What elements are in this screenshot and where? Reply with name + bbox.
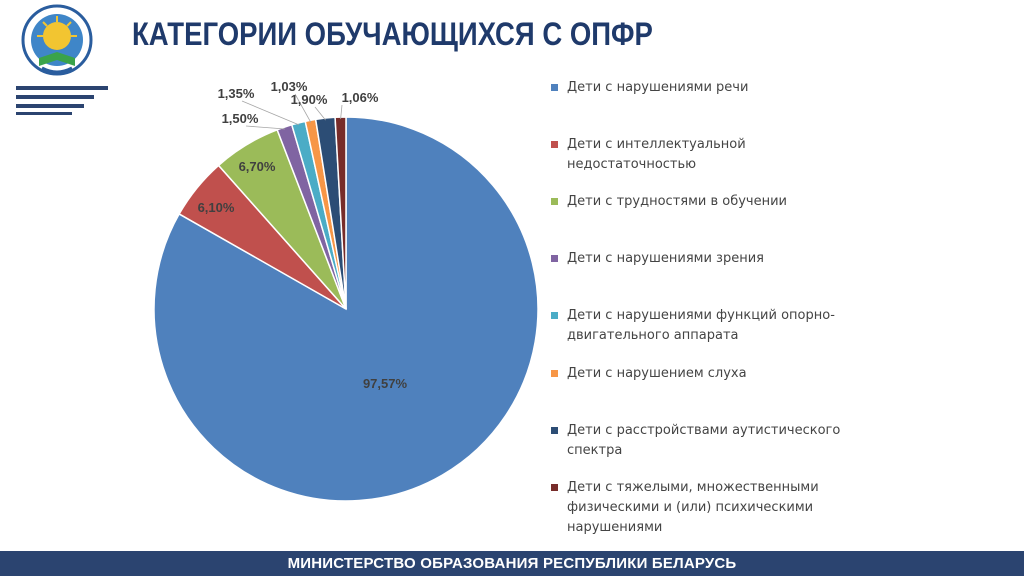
legend-label: Дети с нарушениями речи	[567, 80, 749, 95]
slice-data-label: 97,57%	[363, 376, 408, 391]
legend-item: Дети с нарушением слуха	[551, 364, 851, 384]
leader-line	[294, 93, 312, 123]
legend-label: Дети с тяжелыми, множественными физическ…	[567, 480, 819, 535]
slice-data-label: 1,90%	[291, 92, 328, 107]
slice-data-label: 1,03%	[271, 79, 308, 94]
legend-label: Дети с нарушениями функций опорно-двигат…	[567, 308, 835, 343]
legend-label: Дети с трудностями в обучении	[567, 194, 788, 209]
legend-label: Дети с нарушениями зрения	[567, 251, 764, 266]
legend-item: Дети с нарушениями функций опорно-двигат…	[551, 306, 851, 346]
legend-swatch	[551, 198, 558, 205]
legend-swatch	[551, 84, 558, 91]
legend-swatch	[551, 312, 558, 319]
legend-item: Дети с интеллектуальной недостаточностью	[551, 135, 851, 175]
slice-data-label: 1,35%	[218, 86, 255, 101]
legend-label: Дети с нарушением слуха	[567, 366, 747, 381]
legend-item: Дети с тяжелыми, множественными физическ…	[551, 478, 851, 538]
legend-item: Дети с нарушениями зрения	[551, 249, 851, 269]
legend-swatch	[551, 141, 558, 148]
legend-item: Дети с трудностями в обучении	[551, 192, 851, 212]
legend-swatch	[551, 370, 558, 377]
legend-swatch	[551, 484, 558, 491]
leader-line	[314, 106, 326, 121]
legend-swatch	[551, 427, 558, 434]
ministry-emblem-icon	[21, 4, 93, 76]
leader-line	[241, 100, 300, 126]
leader-line	[245, 125, 286, 130]
legend-label: Дети с интеллектуальной недостаточностью	[567, 137, 746, 172]
leader-line	[340, 104, 343, 120]
slice-data-label: 6,10%	[198, 200, 235, 215]
legend-label: Дети с расстройствами аутистического спе…	[567, 423, 841, 458]
footer-bar: МИНИСТЕРСТВО ОБРАЗОВАНИЯ РЕСПУБЛИКИ БЕЛА…	[0, 551, 1024, 576]
decorative-stripes	[16, 86, 108, 115]
slice-data-label: 1,06%	[342, 90, 379, 105]
legend-item: Дети с нарушениями речи	[551, 78, 851, 98]
page-title: КАТЕГОРИИ ОБУЧАЮЩИХСЯ С ОПФР	[132, 16, 653, 52]
slice-data-label: 1,50%	[222, 111, 259, 126]
legend-item: Дети с расстройствами аутистического спе…	[551, 421, 851, 461]
slice-data-label: 6,70%	[239, 159, 276, 174]
legend-swatch	[551, 255, 558, 262]
